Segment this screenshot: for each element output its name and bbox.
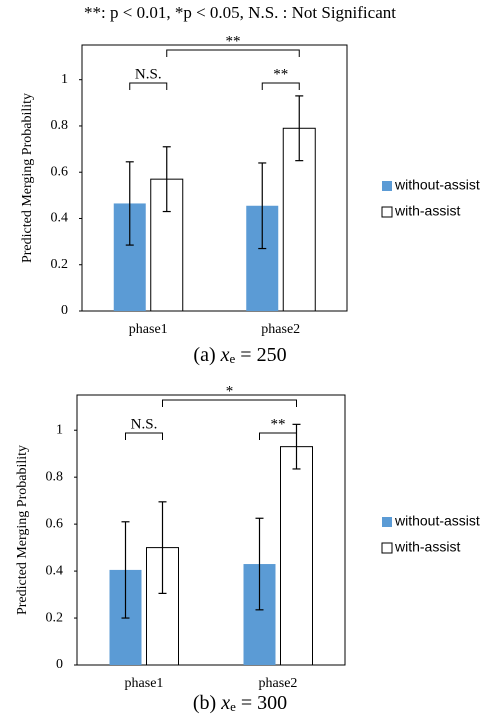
significance-label: ** <box>226 33 241 49</box>
significance-label: ** <box>273 66 288 82</box>
significance-label: N.S. <box>135 66 162 82</box>
legend-label: without-assist <box>394 177 480 193</box>
error-bar <box>295 95 304 162</box>
error-bar <box>255 517 264 611</box>
x-tick-label: phase2 <box>259 676 298 691</box>
x-tick-label: phase1 <box>129 322 168 337</box>
caption-label: (b) <box>193 692 221 714</box>
plot-frame <box>76 394 346 666</box>
y-tick-label: 0.6 <box>51 164 69 179</box>
legend-swatch <box>381 542 393 554</box>
x-tick-label: phase2 <box>261 322 300 337</box>
caption: (b) xe = 300 <box>193 692 287 714</box>
legend-label: with-assist <box>394 539 460 555</box>
y-tick-label: 0.4 <box>46 563 64 578</box>
y-tick-label: 0.8 <box>51 118 69 133</box>
y-tick-label: 0 <box>61 303 68 318</box>
y-tick-label: 0.2 <box>46 610 64 625</box>
legend-label: without-assist <box>394 513 480 529</box>
y-tick-label: 0 <box>56 657 63 672</box>
significance-note: **: p < 0.01, *p < 0.05, N.S. : Not Sign… <box>84 3 396 22</box>
y-tick-label: 0.4 <box>51 211 69 226</box>
y-tick-label: 1 <box>56 422 63 437</box>
significance-bracket <box>261 82 300 90</box>
error-bar <box>158 501 167 594</box>
y-tick-label: 1 <box>61 72 68 87</box>
legend-swatch <box>382 517 392 527</box>
y-tick-label: 0.2 <box>51 257 69 272</box>
y-axis-label: Predicted Merging Probability <box>20 93 35 263</box>
bar <box>280 446 313 666</box>
caption-label: (a) <box>193 344 220 366</box>
significance-label: ** <box>271 416 286 432</box>
caption-subscript: e <box>230 351 236 366</box>
legend-swatch <box>381 206 393 218</box>
y-axis-label: Predicted Merging Probability <box>15 445 30 615</box>
y-tick-label: 0.8 <box>46 469 64 484</box>
caption-variable: x <box>220 692 230 714</box>
legend-label: with-assist <box>394 203 460 219</box>
caption-value: = 300 <box>241 692 287 714</box>
y-tick-label: 0.6 <box>46 516 64 531</box>
error-bar <box>125 161 134 246</box>
significance-label: * <box>226 383 234 399</box>
legend-swatch <box>382 181 392 191</box>
caption-subscript: e <box>230 699 236 714</box>
significance-bracket <box>162 399 297 407</box>
significance-bracket <box>259 432 297 440</box>
caption: (a) xe = 250 <box>193 344 286 366</box>
significance-label: N.S. <box>131 416 158 432</box>
error-bar <box>162 146 171 213</box>
caption-variable: x <box>220 344 230 366</box>
error-bar <box>121 521 130 619</box>
error-bar <box>258 162 267 250</box>
x-tick-label: phase1 <box>125 676 164 691</box>
significance-bracket <box>125 432 163 440</box>
significance-bracket <box>166 49 300 57</box>
error-bar <box>292 423 301 470</box>
plot-frame <box>81 44 348 312</box>
significance-bracket <box>129 82 168 90</box>
caption-value: = 250 <box>240 344 286 366</box>
